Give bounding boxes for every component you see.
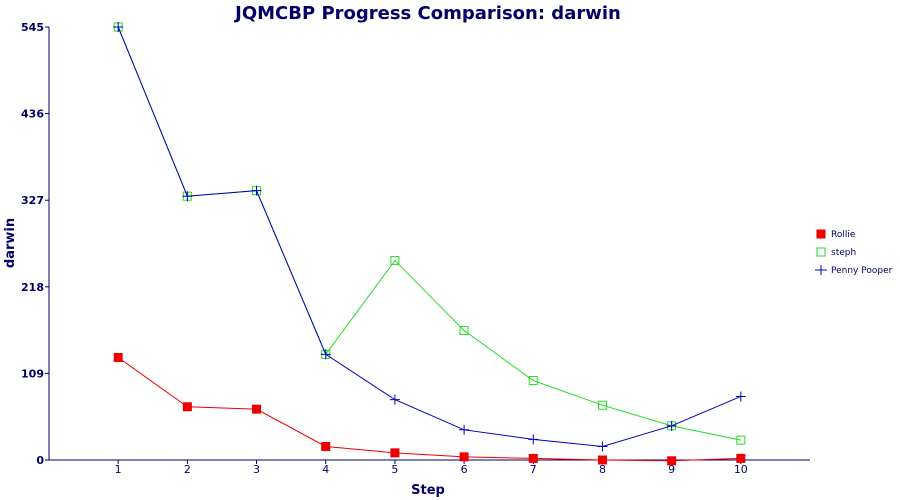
data-point-steph [528,376,538,386]
data-point-rollie [459,452,469,462]
data-point-rollie [321,441,331,451]
data-point-penny-pooper [389,394,400,405]
legend-marker-rollie [816,229,826,239]
y-tick-label: 0 [36,454,44,467]
data-point-steph [459,325,469,335]
series-layer [113,22,746,466]
data-point-rollie [182,402,192,412]
y-axis-label: darwin [3,218,18,268]
x-tick-label: 2 [184,463,191,476]
series-rollie [113,353,746,466]
data-point-rollie [736,453,746,463]
legend: Rollie steph Penny Pooper [815,229,893,276]
x-tick-label: 5 [391,463,398,476]
data-point-rollie [597,455,607,465]
series-line-rollie [117,357,741,462]
data-point-penny-pooper [251,185,262,196]
chart-title: JQMCBP Progress Comparison: darwin [233,3,621,24]
data-point-penny-pooper [528,434,539,445]
y-tick-label: 545 [21,21,44,34]
data-point-steph [597,400,607,410]
series-steph [113,22,746,445]
x-tick-label: 10 [734,463,748,476]
y-tick-label: 218 [21,281,44,294]
series-line-steph [117,26,741,441]
data-point-penny-pooper [320,349,331,360]
data-point-penny-pooper [459,424,470,435]
data-point-steph [390,256,400,266]
data-point-steph [736,435,746,445]
data-point-penny-pooper [597,441,608,452]
series-line-penny-pooper [117,26,742,448]
data-point-penny-pooper [113,22,124,32]
x-tick-label: 6 [461,463,468,476]
legend-label-rollie: Rollie [831,230,856,240]
legend-marker-steph [816,247,826,257]
x-tick-label: 4 [322,463,329,476]
legend-label-penny-pooper: Penny Pooper [831,266,893,276]
x-tick-label: 9 [668,463,675,476]
y-tick-label: 436 [21,108,44,121]
x-axis-label: Step [411,483,445,498]
x-tick-label: 7 [530,463,537,476]
data-point-rollie [113,353,123,363]
x-tick-label: 1 [115,463,122,476]
data-point-rollie [667,456,677,466]
x-tick-label: 3 [253,463,260,476]
x-tick-label: 8 [599,463,606,476]
data-point-penny-pooper [735,391,746,402]
data-point-penny-pooper [666,420,677,431]
legend-item-steph: steph [816,247,856,258]
legend-label-steph: steph [831,248,856,258]
legend-item-rollie: Rollie [816,229,856,240]
y-tick-label: 327 [21,194,44,207]
y-tick-label: 109 [21,367,44,380]
data-point-penny-pooper [182,191,193,202]
data-point-rollie [528,453,538,463]
axes: 0 109 218 327 436 545 1 2 3 4 5 6 7 8 9 10 [21,21,810,476]
data-point-rollie [252,404,262,414]
data-point-rollie [390,448,400,458]
series-penny-pooper [113,22,746,452]
legend-item-penny-pooper: Penny Pooper [815,265,893,276]
